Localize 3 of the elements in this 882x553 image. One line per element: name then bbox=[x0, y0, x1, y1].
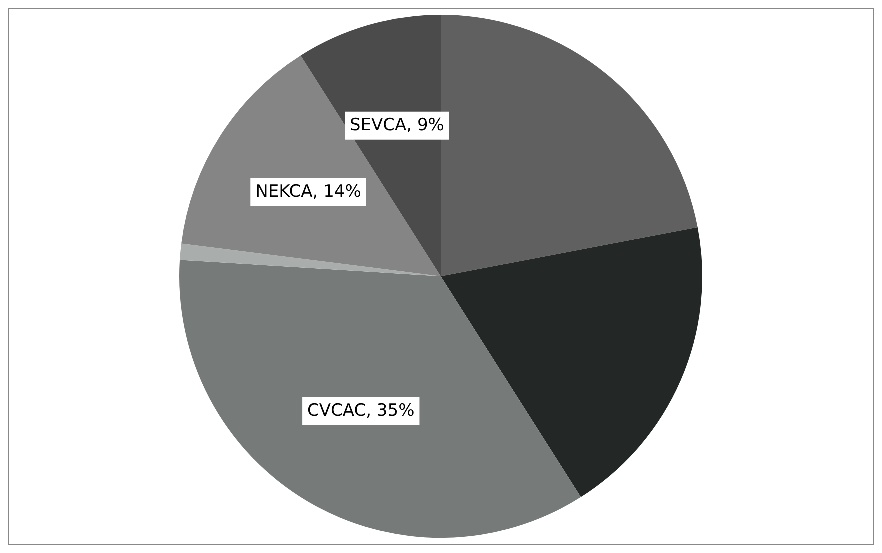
slice-label: NEKCA, 14% bbox=[256, 182, 362, 202]
slice-label: SEVCA, 9% bbox=[350, 115, 444, 136]
slice-label: CVCAC, 35% bbox=[308, 400, 415, 421]
